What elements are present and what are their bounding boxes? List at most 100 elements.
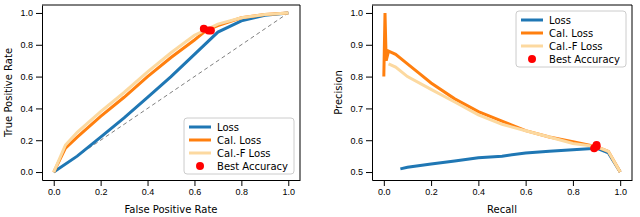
y-tick: 0.8 (20, 40, 42, 50)
x-tick-label: 0.6 (189, 187, 202, 197)
reference-line (54, 13, 289, 172)
frame (42, 5, 300, 6)
y-tick: 0.7 (350, 104, 372, 114)
x-tick-mark (620, 180, 621, 186)
x-axis: 0.0 0.2 0.4 0.6 0.8 1.0 (373, 180, 633, 197)
x-tick: 0.8 (236, 180, 249, 197)
y-tick: 0.4 (20, 104, 42, 114)
figure: 0.0 0.2 0.4 0.6 0.8 1.0 0.0 0.2 0.4 0.6 0.8 1.0 Fals… (0, 0, 640, 217)
x-tick-label: 0.2 (425, 187, 438, 197)
x-tick: 1.0 (614, 180, 627, 197)
x-tick: 0.4 (473, 180, 486, 197)
x-tick-label: 0.4 (142, 187, 155, 197)
y-axis-line (42, 6, 43, 181)
plot-area (54, 13, 289, 172)
y-tick-mark (36, 45, 42, 46)
y-tick-label: 0.8 (20, 40, 33, 50)
x-axis: 0.0 0.2 0.4 0.6 0.8 1.0 (43, 180, 301, 197)
chart: 0.00.20.40.60.81.00.50.60.70.80.91.0Reca… (333, 5, 633, 215)
x-tick-label: 0.8 (567, 187, 580, 197)
legend-marker (528, 55, 536, 63)
x-tick: 0.6 (189, 180, 202, 197)
y-tick-mark (36, 13, 42, 14)
y-tick-label: 0.9 (350, 40, 363, 50)
x-tick: 0.6 (520, 180, 533, 197)
x-tick-mark (526, 180, 527, 186)
x-tick: 1.0 (283, 180, 296, 197)
line (400, 148, 620, 172)
y-tick: 0.6 (20, 72, 42, 82)
y-tick-label: 1.0 (20, 8, 33, 18)
y-tick-mark (366, 108, 372, 109)
x-axis-line (43, 180, 301, 181)
x-tick-mark (101, 180, 102, 186)
line (384, 13, 620, 172)
legend-swatch (189, 139, 211, 142)
frame (300, 5, 301, 180)
y-axis-title: Precision (333, 70, 344, 115)
x-tick-mark (194, 180, 195, 186)
x-tick-label: 0.8 (236, 187, 249, 197)
y-tick: 1.0 (350, 8, 372, 18)
x-axis-title: False Positive Rate (125, 204, 218, 215)
legend-label: Cal.-F Loss (549, 41, 603, 52)
x-tick: 0.2 (425, 180, 438, 197)
y-tick-label: 0.7 (350, 104, 363, 114)
x-axis-line (373, 180, 633, 181)
y-tick-label: 0.6 (20, 72, 33, 82)
y-tick: 0.5 (350, 167, 372, 177)
point (593, 141, 601, 149)
y-tick-label: 0.4 (20, 104, 33, 114)
legend-label: Cal. Loss (549, 28, 593, 39)
x-tick-mark (478, 180, 479, 186)
legend-box (516, 11, 626, 67)
y-tick: 0.0 (20, 167, 42, 177)
y-tick-mark (366, 45, 372, 46)
x-tick: 0.0 (48, 180, 61, 197)
line (54, 13, 289, 172)
y-axis: 0.5 0.6 0.7 0.8 0.9 1.0 (350, 6, 372, 181)
y-tick: 0.6 (350, 136, 372, 146)
y-tick-mark (366, 140, 372, 141)
y-tick-label: 0.6 (350, 136, 363, 146)
line (54, 13, 289, 172)
y-tick: 0.9 (350, 40, 372, 50)
x-tick-label: 0.2 (95, 187, 108, 197)
y-tick-label: 0.8 (350, 72, 363, 82)
y-tick-label: 0.0 (20, 167, 33, 177)
x-tick-mark (384, 180, 385, 186)
x-tick: 0.2 (95, 180, 108, 197)
legend-swatch (189, 126, 211, 129)
frame (632, 5, 633, 180)
line (54, 13, 289, 172)
legend-label: Loss (217, 122, 239, 133)
x-tick-mark (573, 180, 574, 186)
legend-swatch (521, 45, 543, 48)
y-axis: 0.00.20.40.60.81.0 (20, 6, 42, 181)
y-tick-label: 1.0 (350, 8, 363, 18)
x-tick-label: 0.6 (520, 187, 533, 197)
legend-label: Best Accuracy (217, 161, 288, 172)
legend-label: Loss (549, 15, 571, 26)
y-tick-mark (366, 13, 372, 14)
y-tick-mark (36, 108, 42, 109)
y-axis-line (372, 6, 373, 181)
plot-area (384, 13, 620, 172)
line (389, 64, 621, 172)
y-tick: 1.0 (20, 8, 42, 18)
y-tick-mark (366, 77, 372, 78)
y-tick-mark (36, 172, 42, 173)
x-tick: 0.0 (378, 180, 391, 197)
legend-swatch (189, 152, 211, 155)
x-tick-mark (288, 180, 289, 186)
legend-swatch (521, 19, 543, 22)
x-tick-label: 1.0 (283, 187, 296, 197)
y-tick-mark (36, 77, 42, 78)
x-tick-mark (54, 180, 55, 186)
legend-marker (196, 162, 204, 170)
legend-box (184, 118, 294, 174)
legend-label: Cal.-F Loss (217, 148, 271, 159)
y-tick-mark (366, 172, 372, 173)
y-tick-label: 0.5 (350, 167, 363, 177)
legend: LossCal. LossCal.-F LossBest Accuracy (516, 11, 626, 67)
